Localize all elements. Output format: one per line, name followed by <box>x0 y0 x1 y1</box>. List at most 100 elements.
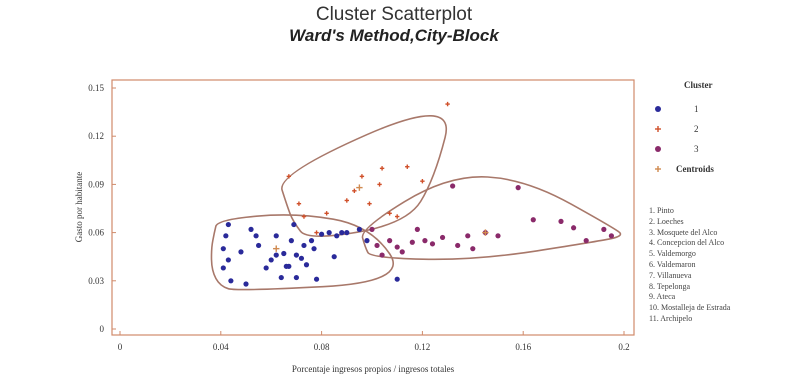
centroid-point <box>482 229 489 236</box>
chart-subtitle: Ward's Method,City-Block <box>289 26 499 45</box>
cluster-2-point <box>395 214 400 219</box>
cluster-2-point <box>344 198 349 203</box>
cluster-3-point <box>429 241 436 247</box>
cluster-1-point <box>293 274 299 281</box>
cluster-3-point <box>422 238 428 244</box>
cluster-hulls <box>210 115 622 291</box>
cluster-2-point <box>352 188 357 194</box>
cluster-1-point <box>273 252 279 258</box>
cluster-3-point <box>399 249 405 255</box>
axes: 0 0.04 0.08 0.12 0.16 0.2 0 0.03 0.06 0.09 0.12 0.1… <box>88 83 629 352</box>
cluster-1-point <box>288 238 294 244</box>
cluster-1-point <box>339 230 345 236</box>
x-tick-label: 0.08 <box>314 342 330 352</box>
cluster-1-point <box>326 230 332 236</box>
cluster-2-point <box>359 174 365 179</box>
municipality-item: 4. Concepcion del Alco <box>649 238 725 248</box>
legend-label: Centroids <box>676 164 714 174</box>
cluster-1-point <box>220 246 226 252</box>
y-tick-label: 0.12 <box>88 131 104 141</box>
cluster-2-point <box>405 164 410 169</box>
municipality-item: 11. Archipelo <box>649 313 693 323</box>
y-tick-label: 0 <box>100 324 105 334</box>
legend-marker <box>655 166 661 172</box>
cluster-1-point <box>268 257 274 263</box>
cluster-3-point <box>530 217 536 223</box>
legend-label: 3 <box>694 144 699 154</box>
cluster-2-point <box>301 214 307 219</box>
legend-marker <box>655 106 661 112</box>
cluster-3-point <box>394 244 400 250</box>
plot-frame <box>111 79 635 336</box>
cluster-1-point <box>248 226 254 232</box>
cluster-3-point <box>601 226 607 232</box>
cluster-2-point <box>314 230 319 235</box>
cluster-2-point <box>286 174 292 179</box>
cluster-1-point <box>228 278 234 284</box>
cluster-3-point <box>495 233 501 239</box>
legend-entry: 1 <box>646 102 786 122</box>
y-tick-label: 0.09 <box>88 179 104 189</box>
cluster-1-point <box>278 274 284 281</box>
cluster-1-point <box>364 238 370 244</box>
cluster-2-point <box>296 201 302 206</box>
cluster-1-point <box>286 263 292 269</box>
cluster-3-point <box>571 225 577 231</box>
chart-title: Cluster Scatterplot <box>315 4 473 25</box>
x-tick-label: 0 <box>118 342 123 352</box>
x-tick-label: 0.12 <box>415 342 431 352</box>
cluster-1-point <box>311 246 317 252</box>
cluster-1-point <box>220 265 226 271</box>
x-tick-label: 0.2 <box>618 342 629 352</box>
x-tick-label: 0.04 <box>213 342 229 352</box>
municipality-item: 1. Pinto <box>649 206 674 215</box>
legend-marker <box>655 126 661 132</box>
legend-entry: Centroids <box>646 162 786 182</box>
legend-entry: 3 <box>646 142 786 162</box>
legend-label: 1 <box>694 104 699 114</box>
municipality-item: 8. Tepelonga <box>649 281 691 291</box>
cluster-2-outline <box>281 115 448 237</box>
cluster-2-point <box>379 166 385 171</box>
cluster-1-point <box>308 238 315 244</box>
cluster-1-point <box>313 276 320 282</box>
cluster-3-point <box>608 233 615 239</box>
legend-label: 2 <box>694 124 699 134</box>
y-axis-label: Gasto por habitante <box>74 172 84 242</box>
cluster-1-point <box>303 262 310 268</box>
centroid-point <box>356 184 363 191</box>
cluster-1-point <box>301 242 307 249</box>
y-tick-label: 0.06 <box>88 228 104 238</box>
legend-marker <box>655 146 661 152</box>
cluster-3-point <box>374 242 380 249</box>
cluster-1-point <box>356 226 362 232</box>
municipality-item: 6. Valdemaron <box>649 259 696 269</box>
cluster-1-point <box>334 233 340 239</box>
cluster-3-point <box>450 183 456 189</box>
cluster-1-point <box>273 233 279 239</box>
cluster-1-point <box>238 249 244 255</box>
cluster-3-point <box>379 252 385 258</box>
municipality-item: 5. Valdemorgo <box>649 249 696 259</box>
cluster-1-point <box>344 230 350 236</box>
cluster-1-point <box>225 257 231 263</box>
cluster-2-point <box>324 211 329 216</box>
cluster-1-point <box>243 281 249 287</box>
centroid-point <box>273 245 280 252</box>
cluster-1-point <box>253 233 259 239</box>
cluster-2-point <box>420 178 425 184</box>
cluster-2-point <box>367 201 372 206</box>
cluster-1-outline <box>210 214 395 291</box>
cluster-3-point <box>409 239 415 245</box>
legend-entry: 2 <box>646 122 786 142</box>
cluster-3-point <box>387 238 393 244</box>
cluster-1-point <box>256 242 262 249</box>
x-axis-label: Porcentaje ingresos propios / ingresos t… <box>292 364 455 374</box>
cluster-2-point <box>445 101 450 107</box>
cluster-3-point <box>369 226 375 232</box>
y-tick-label: 0.03 <box>88 276 104 286</box>
cluster-1-point <box>293 252 299 258</box>
municipality-item: 9. Ateca <box>649 292 676 302</box>
cluster-3-point <box>515 185 521 191</box>
cluster-1-point <box>281 250 287 257</box>
